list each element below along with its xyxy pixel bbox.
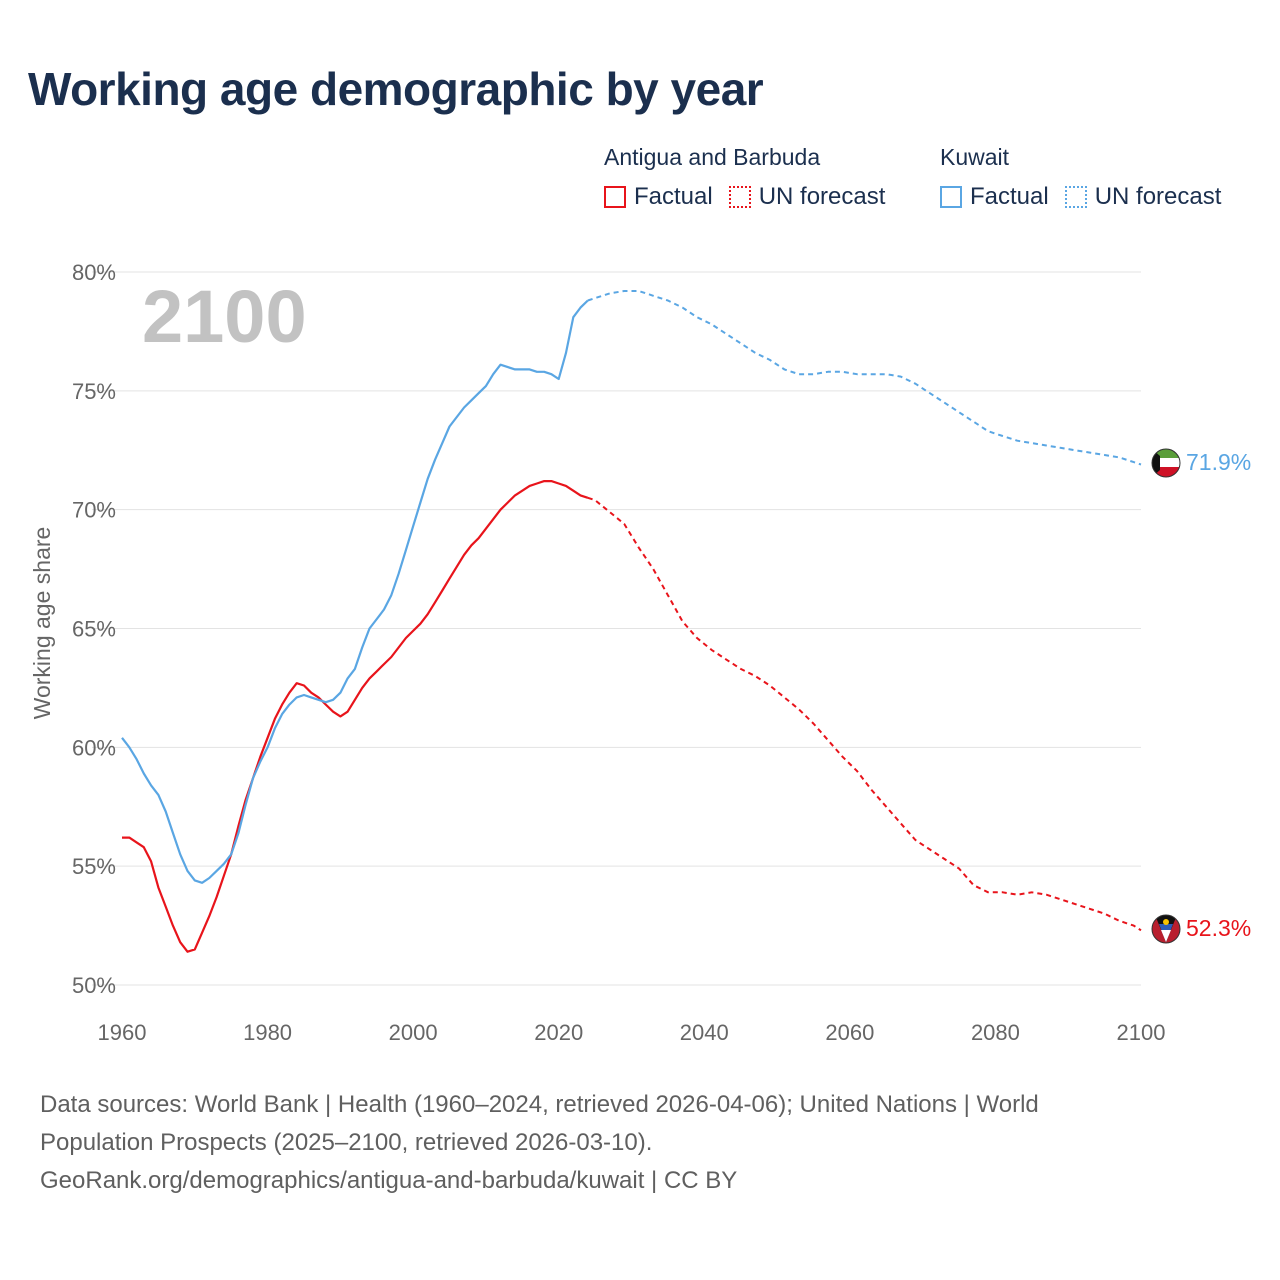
legend-group-antigua: Antigua and Barbuda Factual UN forecast bbox=[604, 144, 885, 211]
y-tick-label: 60% bbox=[72, 735, 116, 760]
y-tick-label: 50% bbox=[72, 973, 116, 998]
antigua-and-barbuda-factual-line bbox=[122, 480, 589, 953]
legend-swatch-forecast bbox=[1064, 186, 1087, 208]
legend-group-kuwait: Kuwait Factual UN forecast bbox=[940, 144, 1221, 211]
chart-title: Working age demographic by year bbox=[28, 63, 764, 115]
x-tick-label: 1980 bbox=[243, 1020, 292, 1045]
kuwait-factual-line bbox=[121, 299, 589, 884]
legend-country-name: Kuwait bbox=[940, 144, 1010, 170]
legend-country-name: Antigua and Barbuda bbox=[604, 144, 821, 170]
legend-label-factual: Factual bbox=[970, 183, 1049, 210]
kuwait-forecast-line bbox=[587, 290, 1142, 466]
legend-swatch-factual bbox=[940, 186, 962, 208]
kuwait-flag-icon bbox=[1151, 448, 1181, 478]
legend-label-forecast: UN forecast bbox=[758, 183, 886, 210]
y-tick-label: 55% bbox=[72, 854, 116, 879]
x-tick-label: 2100 bbox=[1117, 1020, 1166, 1045]
x-tick-label: 1960 bbox=[98, 1020, 147, 1045]
y-tick-label: 65% bbox=[72, 617, 116, 642]
x-tick-label: 2000 bbox=[389, 1020, 438, 1045]
kuwait-end-value-label: 71.9% bbox=[1186, 449, 1251, 475]
line-chart: 2100 Working age share 50% 55% 60% 65% 70% 75… bbox=[29, 260, 1251, 1045]
footer-link[interactable]: GeoRank.org/demographics/antigua-and-bar… bbox=[40, 1167, 738, 1194]
y-tick-label: 75% bbox=[72, 379, 116, 404]
footer-sources: Data sources: World Bank | Health (1960–… bbox=[40, 1086, 1240, 1200]
footer-line: Data sources: World Bank | Health (1960–… bbox=[40, 1091, 1039, 1118]
x-tick-label: 2020 bbox=[534, 1020, 583, 1045]
x-tick-label: 2080 bbox=[971, 1020, 1020, 1045]
year-watermark: 2100 bbox=[142, 275, 307, 358]
y-tick-label: 80% bbox=[72, 260, 116, 285]
legend-label-forecast: UN forecast bbox=[1094, 183, 1222, 210]
x-tick-label: 2060 bbox=[825, 1020, 874, 1045]
y-axis-label: Working age share bbox=[29, 527, 55, 720]
legend-label-factual: Factual bbox=[634, 183, 713, 210]
antigua-and-barbuda-forecast-line bbox=[587, 496, 1142, 932]
x-tick-label: 2040 bbox=[680, 1020, 729, 1045]
antigua-end-value-label: 52.3% bbox=[1186, 915, 1251, 941]
antigua-flag-icon bbox=[1151, 914, 1181, 944]
legend-swatch-forecast bbox=[728, 186, 751, 208]
footer-line: Population Prospects (2025–2100, retriev… bbox=[40, 1129, 653, 1156]
y-tick-label: 70% bbox=[72, 498, 116, 523]
legend-swatch-factual bbox=[604, 186, 626, 208]
